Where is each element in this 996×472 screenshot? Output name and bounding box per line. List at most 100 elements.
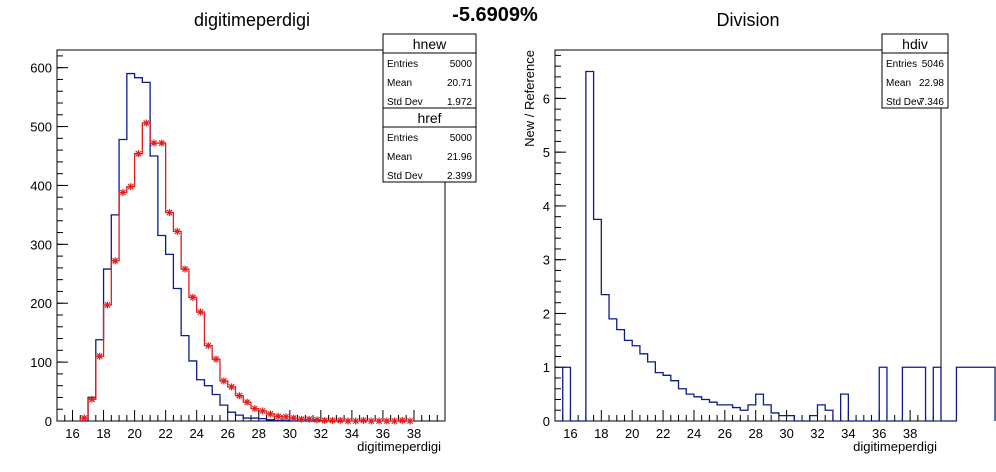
series-href-marker xyxy=(119,189,127,197)
marker-stroke xyxy=(88,396,95,403)
y-tick-label: 1 xyxy=(543,360,550,375)
y-tick-label: 600 xyxy=(30,61,52,76)
marker-stroke xyxy=(368,417,375,425)
x-tick-label: 26 xyxy=(220,426,234,441)
marker-stroke xyxy=(259,407,266,415)
series-href-marker xyxy=(80,414,88,422)
marker-stroke xyxy=(313,416,321,423)
series-href-marker xyxy=(313,416,321,424)
marker-stroke xyxy=(344,417,352,425)
stats-row-label: Mean xyxy=(387,78,412,89)
percentage-banner: -5.6909% xyxy=(452,4,538,26)
marker-stroke xyxy=(290,415,297,422)
series-href-marker xyxy=(282,413,290,421)
x-tick-label: 16 xyxy=(563,426,577,441)
x-tick-label: 18 xyxy=(594,426,608,441)
x-tick-label: 28 xyxy=(748,426,762,441)
stats-box-title: hdiv xyxy=(902,36,928,52)
x-tick-label: 20 xyxy=(625,426,639,441)
x-tick-label: 34 xyxy=(345,426,359,441)
y-tick-label: 0 xyxy=(45,414,52,429)
x-tick-label: 38 xyxy=(407,426,421,441)
x-tick-label: 22 xyxy=(656,426,670,441)
marker-stroke xyxy=(399,417,406,424)
series-href-marker xyxy=(352,417,360,425)
y-tick-label: 2 xyxy=(543,306,550,321)
stats-row-value: 5000 xyxy=(450,133,473,144)
series-href-marker xyxy=(383,417,391,425)
marker-stroke xyxy=(383,417,390,425)
series-href-marker xyxy=(290,414,298,422)
marker-stroke xyxy=(135,150,142,157)
y-axis-label: New / Reference xyxy=(522,50,537,147)
marker-stroke xyxy=(236,392,243,399)
y-tick-label: 5 xyxy=(543,145,550,160)
marker-stroke xyxy=(213,356,220,363)
marker-stroke xyxy=(306,416,313,423)
marker-stroke xyxy=(298,416,305,423)
series-href-marker xyxy=(127,183,135,191)
series-href-marker xyxy=(259,407,267,415)
y-tick-label: 300 xyxy=(30,237,52,252)
marker-stroke xyxy=(181,266,189,273)
series-href-marker xyxy=(251,405,259,413)
series-href-marker xyxy=(360,416,368,424)
x-tick-label: 30 xyxy=(779,426,793,441)
chart-title: Division xyxy=(716,10,779,30)
x-tick-label: 22 xyxy=(158,426,172,441)
stats-box-frame xyxy=(881,33,949,109)
x-tick-label: 30 xyxy=(283,426,297,441)
stats-row-value: 20.71 xyxy=(447,78,472,89)
stats-row-value: 7.346 xyxy=(919,97,944,108)
marker-stroke xyxy=(189,294,196,301)
x-axis-label: digitimeperdigi xyxy=(357,439,441,454)
stats-row-value: 2.399 xyxy=(447,171,472,182)
marker-stroke xyxy=(375,417,383,425)
series-href-line xyxy=(79,122,414,422)
stats-row-label: Std Dev xyxy=(387,97,423,108)
x-tick-label: 26 xyxy=(718,426,732,441)
x-tick-label: 36 xyxy=(872,426,886,441)
stats-box-href: href Entries 5000 Mean 21.96 Std Dev 2.399 xyxy=(382,107,477,183)
stats-row-label: Std Dev xyxy=(886,97,922,108)
stats-row-value: 1.972 xyxy=(447,97,472,108)
y-tick-label: 0 xyxy=(543,414,550,429)
series-href-marker xyxy=(166,209,174,217)
stats-row-value: 5046 xyxy=(922,59,945,70)
x-axis-label: digitimeperdigi xyxy=(853,439,937,454)
series-href-marker xyxy=(142,119,150,127)
series-href-marker xyxy=(197,308,205,316)
series-href-marker xyxy=(88,395,96,403)
stats-box-title: href xyxy=(417,110,441,126)
series-href-marker xyxy=(328,416,336,424)
marker-stroke xyxy=(391,417,398,425)
stats-row-label: Entries xyxy=(886,59,917,70)
series-href-marker xyxy=(111,257,119,265)
series-href-marker xyxy=(235,392,243,400)
y-tick-label: 400 xyxy=(30,178,52,193)
series-href-marker xyxy=(204,342,212,350)
x-tick-label: 28 xyxy=(252,426,266,441)
y-tick-label: 6 xyxy=(543,91,550,106)
series-href-marker xyxy=(134,150,142,158)
series-href-marker xyxy=(173,227,181,235)
series-href-marker xyxy=(321,416,329,424)
series-href-marker xyxy=(297,415,305,423)
series-href-marker xyxy=(150,139,158,147)
marker-stroke xyxy=(81,415,88,422)
marker-stroke xyxy=(205,342,212,349)
y-tick-label: 4 xyxy=(543,199,550,214)
marker-stroke xyxy=(127,183,134,190)
y-tick-label: 100 xyxy=(30,355,52,370)
stats-row-value: 5000 xyxy=(450,59,473,70)
series-hdiv-line xyxy=(555,70,996,422)
stats-row-label: Mean xyxy=(886,78,911,89)
series-href-marker xyxy=(96,352,104,360)
y-tick-label: 200 xyxy=(30,296,52,311)
series-href-marker xyxy=(391,417,399,425)
marker-stroke xyxy=(251,405,258,412)
series-href-marker xyxy=(228,383,236,391)
